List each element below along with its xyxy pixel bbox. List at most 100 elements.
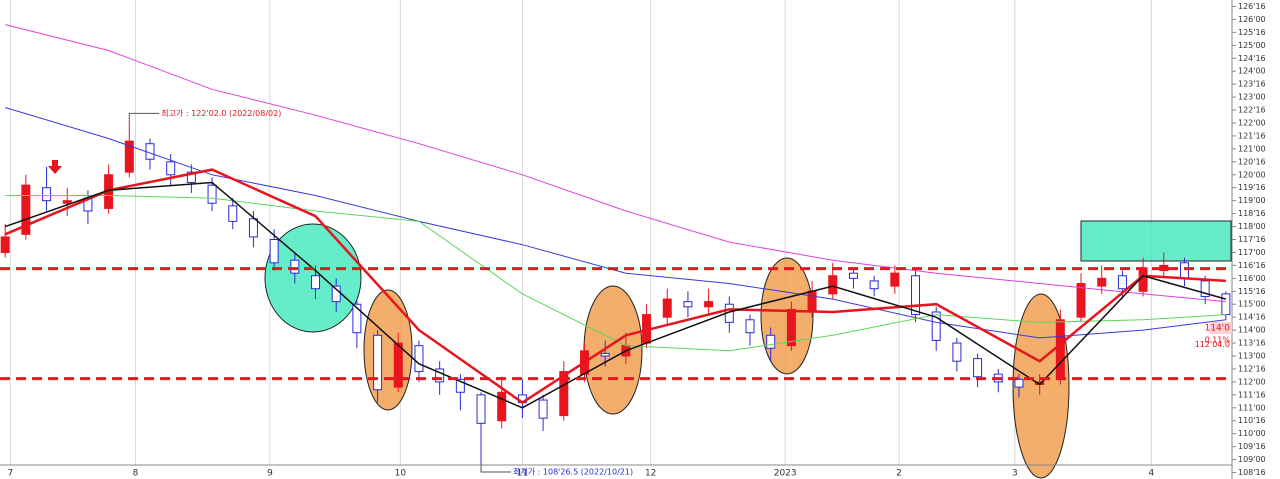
candle-body [786, 308, 796, 347]
annotation-leader [480, 463, 512, 473]
candle-body [476, 394, 486, 424]
candle-body [538, 399, 548, 419]
price-badge [1209, 322, 1232, 334]
candle-body [1200, 280, 1210, 297]
moving-average [5, 24, 1226, 303]
candle-body [290, 259, 300, 274]
y-tick-label: 111'00 [1238, 403, 1266, 412]
y-tick-label: 114'00 [1238, 326, 1266, 335]
y-tick-label: 113'16 [1238, 339, 1266, 348]
moving-average [4, 168, 1226, 405]
candle-body [331, 285, 341, 303]
y-tick-label: 115'00 [1238, 300, 1266, 309]
x-tick-label: 8 [133, 469, 139, 479]
marker-arrow [48, 160, 62, 174]
y-tick-label: 117'16 [1238, 235, 1266, 244]
y-tick-label: 119'16 [1238, 183, 1266, 192]
y-tick-label: 116'00 [1238, 274, 1266, 283]
x-tick-label: 9 [267, 469, 273, 479]
candle-body [828, 275, 838, 295]
highlight-box [1080, 220, 1232, 262]
x-tick-label: 2023 [774, 469, 797, 479]
candle-body [1055, 319, 1065, 380]
candle-body [145, 143, 155, 160]
x-tick-label: 12 [645, 469, 656, 479]
y-tick-label: 122'00 [1238, 118, 1266, 127]
moving-average [5, 195, 1226, 352]
y-tick-label: 118'00 [1238, 222, 1266, 231]
y-tick-label: 113'00 [1238, 352, 1266, 361]
y-tick-label: 121'16 [1238, 131, 1266, 140]
change-label: 0.11% [1205, 336, 1231, 345]
y-tick-label: 116'16 [1238, 261, 1266, 270]
y-tick-label: 123'00 [1238, 93, 1266, 102]
candle-body [166, 161, 176, 176]
candle-body [1117, 275, 1127, 290]
annotation-leader [128, 112, 160, 122]
annotation: 최고가 : 122'02.0 (2022/08/02) [161, 108, 281, 118]
highlights [48, 160, 1232, 479]
plot-area [0, 24, 1231, 464]
candle-body [1179, 262, 1189, 279]
candle-body [1097, 277, 1107, 287]
level-label: 112'04.0 [1195, 340, 1230, 349]
grid [9, 0, 1152, 465]
candle-body [124, 140, 134, 173]
candle-body [435, 368, 445, 383]
y-tick-label: 120'00 [1238, 170, 1266, 179]
y-tick-label: 115'16 [1238, 287, 1266, 296]
y-tick-label: 126'00 [1238, 15, 1266, 24]
y-tick-label: 111'16 [1238, 390, 1266, 399]
y-tick-label: 121'00 [1238, 144, 1266, 153]
y-tick-label: 122'16 [1238, 106, 1266, 115]
candle-body [414, 345, 424, 373]
candle-body [42, 187, 52, 202]
candle-body [952, 342, 962, 362]
candle-body [248, 218, 258, 238]
candle-body [186, 171, 196, 184]
candle-body [21, 184, 31, 235]
y-tick-label: 117'00 [1238, 248, 1266, 257]
candle-body [931, 311, 941, 341]
candle-body [1014, 378, 1024, 388]
candle-body [455, 378, 465, 393]
candle-body [890, 272, 900, 287]
candle-body [393, 342, 403, 388]
x-tick-label: 7 [7, 469, 13, 479]
y-tick-label: 112'00 [1238, 377, 1266, 386]
candle-body [0, 236, 10, 253]
candle-body [1221, 293, 1231, 316]
annotation: 최저가 : 108'26.5 (2022/10/21) [513, 466, 633, 476]
y-tick-label: 108'16 [1238, 468, 1266, 477]
y-tick-label: 112'16 [1238, 364, 1266, 373]
x-tick-label: 10 [395, 469, 407, 479]
y-tick-label: 109'00 [1238, 455, 1266, 464]
candle-body [559, 371, 569, 417]
candle-body [311, 275, 321, 290]
y-tick-label: 124'00 [1238, 67, 1266, 76]
candle-body [848, 272, 858, 279]
candle-body [228, 205, 238, 222]
candle-body [352, 303, 362, 334]
x-tick-label: 2 [896, 469, 902, 479]
candle-body [207, 184, 217, 204]
x-tick-label: 4 [1149, 469, 1155, 479]
highlight-ellipse [363, 289, 413, 411]
candle-body [704, 301, 714, 308]
x-tick-label: 11 [517, 469, 528, 479]
candle-body [497, 391, 507, 422]
y-tick-label: 126'16 [1238, 2, 1266, 11]
candle-body [869, 280, 879, 290]
candle-body [1076, 283, 1086, 318]
candle-body [373, 334, 383, 391]
candle-body [745, 319, 755, 334]
highlight-ellipse [1012, 293, 1070, 479]
candle-body [766, 334, 776, 349]
y-tick-label: 119'00 [1238, 196, 1266, 205]
y-tick-label: 114'16 [1238, 313, 1266, 322]
moving-average [5, 107, 1226, 339]
candle-body [62, 200, 72, 204]
y-tick-label: 124'16 [1238, 54, 1266, 63]
y-tick-label: 125'00 [1238, 41, 1266, 50]
